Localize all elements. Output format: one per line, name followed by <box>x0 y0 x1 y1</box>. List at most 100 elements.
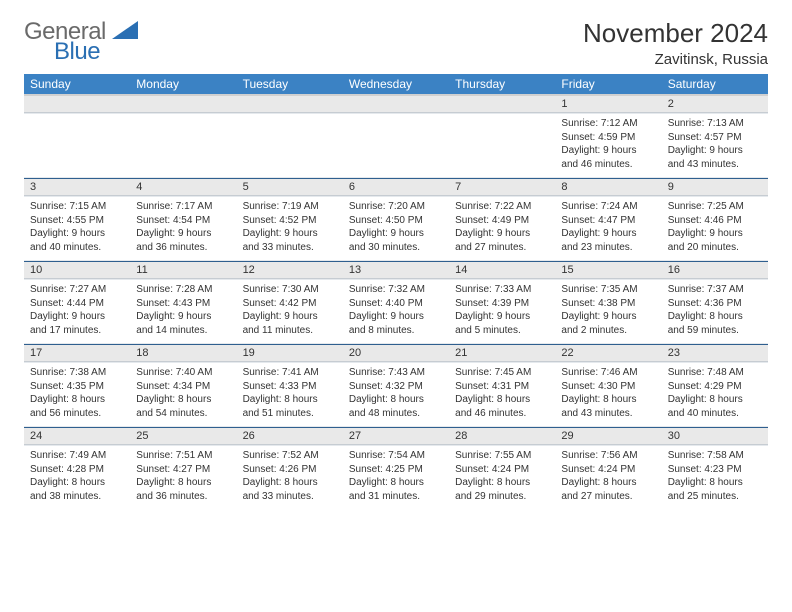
sunrise-text: Sunrise: 7:20 AM <box>349 200 443 214</box>
day-detail-cell: Sunrise: 7:43 AMSunset: 4:32 PMDaylight:… <box>343 363 449 426</box>
week-detail-row: Sunrise: 7:27 AMSunset: 4:44 PM Daylight:… <box>24 280 768 344</box>
day-number-cell: 19 <box>237 345 343 362</box>
day-number-cell: 22 <box>555 345 661 362</box>
day-detail-cell: Sunrise: 7:52 AMSunset: 4:26 PMDaylight:… <box>237 446 343 509</box>
day-number-cell: 7 <box>449 179 555 196</box>
day-detail-cell: Sunrise: 7:54 AMSunset: 4:25 PMDaylight:… <box>343 446 449 509</box>
day-detail-cell: Sunrise: 7:15 AMSunset: 4:55 PMDaylight:… <box>24 197 130 260</box>
sunrise-text: Sunrise: 7:55 AM <box>455 449 549 463</box>
weekday-header: Tuesday <box>237 74 343 94</box>
weekday-header-row: SundayMondayTuesdayWednesdayThursdayFrid… <box>24 74 768 96</box>
daylight-text: Daylight: 9 hours and 23 minutes. <box>561 227 655 254</box>
day-detail-cell: Sunrise: 7:32 AMSunset: 4:40 PMDaylight:… <box>343 280 449 343</box>
day-number-cell: 4 <box>130 179 236 196</box>
day-number-cell: 10 <box>24 262 130 279</box>
day-number-cell: 6 <box>343 179 449 196</box>
daylight-text: Daylight: 8 hours and 43 minutes. <box>561 393 655 420</box>
daylight-text: Daylight: 9 hours and 11 minutes. <box>243 310 337 337</box>
sunset-text: Sunset: 4:54 PM <box>136 214 230 228</box>
daylight-text: Daylight: 9 hours and 46 minutes. <box>561 144 655 171</box>
daylight-text: Daylight: 9 hours and 40 minutes. <box>30 227 124 254</box>
daylight-text: Daylight: 9 hours and 36 minutes. <box>136 227 230 254</box>
daylight-text: Daylight: 8 hours and 33 minutes. <box>243 476 337 503</box>
day-number-cell: 3 <box>24 179 130 196</box>
sunset-text: Sunset: 4:47 PM <box>561 214 655 228</box>
day-number-cell: 29 <box>555 428 661 445</box>
sunset-text: Sunset: 4:34 PM <box>136 380 230 394</box>
brand-word-2: Blue <box>54 38 138 66</box>
weekday-header: Thursday <box>449 74 555 94</box>
sunrise-text: Sunrise: 7:48 AM <box>668 366 762 380</box>
sunrise-text: Sunrise: 7:13 AM <box>668 117 762 131</box>
daylight-text: Daylight: 9 hours and 20 minutes. <box>668 227 762 254</box>
sunrise-text: Sunrise: 7:22 AM <box>455 200 549 214</box>
day-number-cell: 5 <box>237 179 343 196</box>
weekday-header: Wednesday <box>343 74 449 94</box>
day-detail-cell: Sunrise: 7:37 AMSunset: 4:36 PMDaylight:… <box>662 280 768 343</box>
week-number-row: 3456789 <box>24 179 768 197</box>
daylight-text: Daylight: 8 hours and 48 minutes. <box>349 393 443 420</box>
sunset-text: Sunset: 4:52 PM <box>243 214 337 228</box>
day-detail-cell: Sunrise: 7:41 AMSunset: 4:33 PMDaylight:… <box>237 363 343 426</box>
sunrise-text: Sunrise: 7:52 AM <box>243 449 337 463</box>
sunrise-text: Sunrise: 7:28 AM <box>136 283 230 297</box>
week-number-row: 10111213141516 <box>24 262 768 280</box>
weekday-header: Monday <box>130 74 236 94</box>
day-detail-cell: Sunrise: 7:27 AMSunset: 4:44 PMDaylight:… <box>24 280 130 343</box>
daylight-text: Daylight: 8 hours and 31 minutes. <box>349 476 443 503</box>
daylight-text: Daylight: 8 hours and 40 minutes. <box>668 393 762 420</box>
sunrise-text: Sunrise: 7:40 AM <box>136 366 230 380</box>
day-number-cell: 12 <box>237 262 343 279</box>
day-number-cell <box>237 96 343 113</box>
sunset-text: Sunset: 4:44 PM <box>30 297 124 311</box>
day-detail-cell: Sunrise: 7:35 AMSunset: 4:38 PMDaylight:… <box>555 280 661 343</box>
day-detail-cell: Sunrise: 7:58 AMSunset: 4:23 PMDaylight:… <box>662 446 768 509</box>
daylight-text: Daylight: 8 hours and 25 minutes. <box>668 476 762 503</box>
day-number-cell: 21 <box>449 345 555 362</box>
day-number-cell <box>130 96 236 113</box>
daylight-text: Daylight: 8 hours and 54 minutes. <box>136 393 230 420</box>
day-detail-cell: Sunrise: 7:22 AMSunset: 4:49 PMDaylight:… <box>449 197 555 260</box>
daylight-text: Daylight: 8 hours and 29 minutes. <box>455 476 549 503</box>
sunset-text: Sunset: 4:55 PM <box>30 214 124 228</box>
day-number-cell: 17 <box>24 345 130 362</box>
day-detail-cell: Sunrise: 7:20 AMSunset: 4:50 PMDaylight:… <box>343 197 449 260</box>
day-detail-cell: Sunrise: 7:12 AMSunset: 4:59 PMDaylight:… <box>555 114 661 177</box>
sunrise-text: Sunrise: 7:43 AM <box>349 366 443 380</box>
week-detail-row: Sunrise: 7:15 AMSunset: 4:55 PMDaylight:… <box>24 197 768 261</box>
daylight-text: Daylight: 9 hours and 5 minutes. <box>455 310 549 337</box>
sunrise-text: Sunrise: 7:27 AM <box>30 283 124 297</box>
day-number-cell: 15 <box>555 262 661 279</box>
sunrise-text: Sunrise: 7:46 AM <box>561 366 655 380</box>
day-detail-cell: Sunrise: 7:51 AMSunset: 4:27 PMDaylight:… <box>130 446 236 509</box>
sunset-text: Sunset: 4:24 PM <box>455 463 549 477</box>
sunrise-text: Sunrise: 7:30 AM <box>243 283 337 297</box>
day-detail-cell <box>24 114 130 177</box>
sunrise-text: Sunrise: 7:17 AM <box>136 200 230 214</box>
sunset-text: Sunset: 4:24 PM <box>561 463 655 477</box>
daylight-text: Daylight: 8 hours and 59 minutes. <box>668 310 762 337</box>
daylight-text: Daylight: 8 hours and 56 minutes. <box>30 393 124 420</box>
daylight-text: Daylight: 9 hours and 33 minutes. <box>243 227 337 254</box>
daylight-text: Daylight: 9 hours and 14 minutes. <box>136 310 230 337</box>
sunrise-text: Sunrise: 7:38 AM <box>30 366 124 380</box>
day-number-cell: 16 <box>662 262 768 279</box>
sunset-text: Sunset: 4:23 PM <box>668 463 762 477</box>
sunset-text: Sunset: 4:33 PM <box>243 380 337 394</box>
sunset-text: Sunset: 4:42 PM <box>243 297 337 311</box>
day-detail-cell <box>237 114 343 177</box>
calendar: SundayMondayTuesdayWednesdayThursdayFrid… <box>24 74 768 509</box>
sunset-text: Sunset: 4:31 PM <box>455 380 549 394</box>
day-number-cell <box>24 96 130 113</box>
sunset-text: Sunset: 4:57 PM <box>668 131 762 145</box>
sunrise-text: Sunrise: 7:37 AM <box>668 283 762 297</box>
day-number-cell: 11 <box>130 262 236 279</box>
title-block: November 2024 Zavitinsk, Russia <box>583 18 768 68</box>
sunset-text: Sunset: 4:39 PM <box>455 297 549 311</box>
day-number-cell <box>449 96 555 113</box>
week-detail-row: Sunrise: 7:12 AMSunset: 4:59 PMDaylight:… <box>24 114 768 178</box>
day-detail-cell: Sunrise: 7:33 AMSunset: 4:39 PMDaylight:… <box>449 280 555 343</box>
day-detail-cell <box>130 114 236 177</box>
week-number-row: 17181920212223 <box>24 345 768 363</box>
daylight-text: Daylight: 9 hours and 2 minutes. <box>561 310 655 337</box>
